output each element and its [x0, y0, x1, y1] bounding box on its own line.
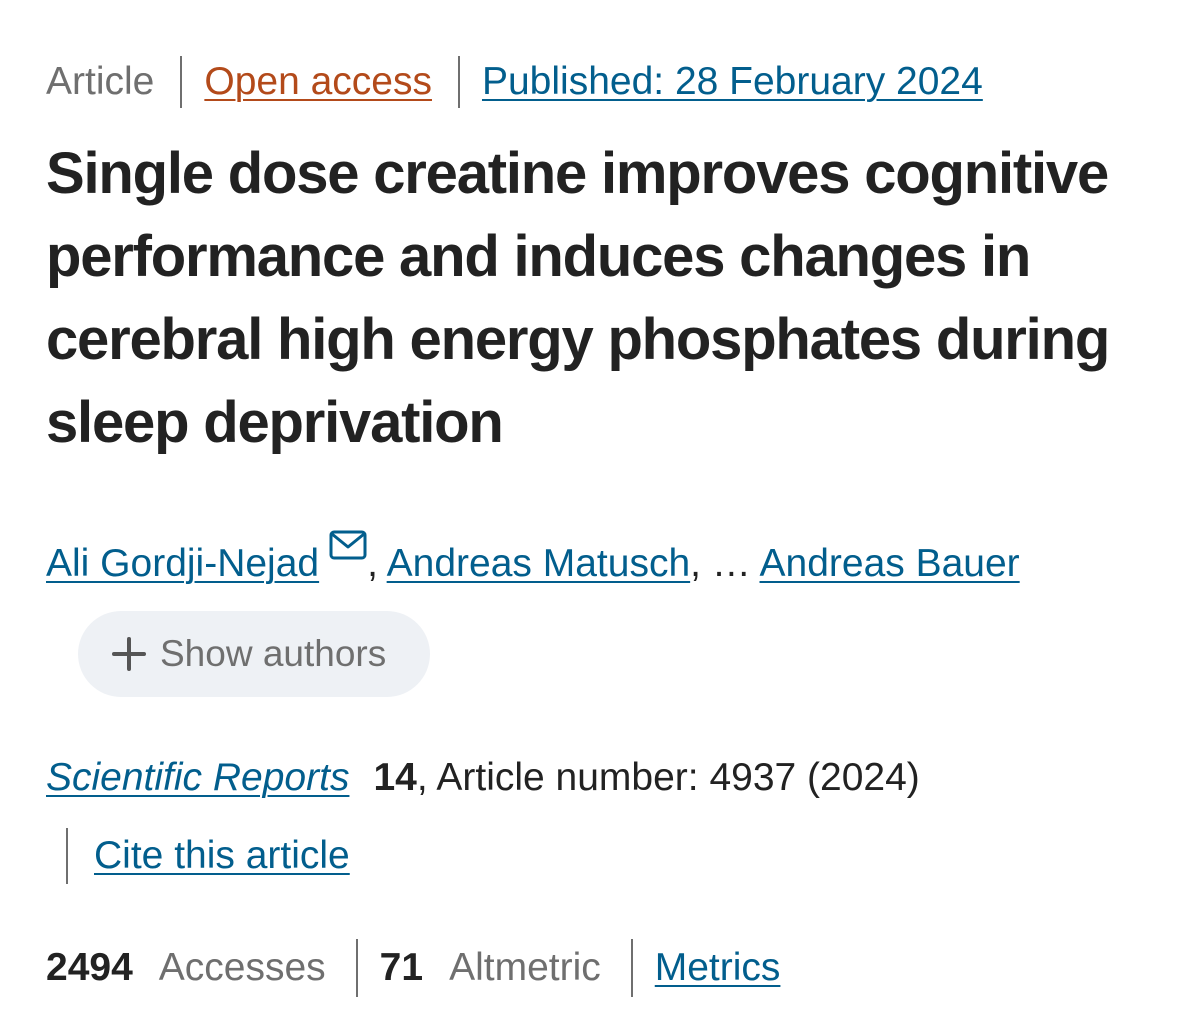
envelope-icon[interactable]: [329, 530, 367, 560]
show-authors-button[interactable]: Show authors: [78, 610, 431, 697]
journal-volume: 14: [373, 756, 417, 799]
article-title: Single dose creatine improves cognitive …: [46, 141, 1110, 455]
author-list: Ali Gordji-Nejad, Andreas Matusch, … And…: [46, 520, 1156, 697]
journal-link[interactable]: Scientific Reports: [46, 756, 350, 799]
open-access-link[interactable]: Open access: [204, 60, 432, 103]
journal-citation-row: Scientific Reports 14, Article number: 49…: [46, 748, 920, 808]
metrics-divider: [355, 939, 358, 997]
article-number-text: , Article number: 4937 (2024): [416, 756, 920, 799]
altmetric-count: 71: [379, 946, 424, 989]
author-ellipsis: …: [711, 542, 751, 585]
plus-icon: [112, 636, 146, 671]
author-link-last[interactable]: Andreas Bauer: [759, 542, 1020, 585]
altmetric-label: Altmetric: [449, 946, 601, 989]
cite-article-link[interactable]: Cite this article: [94, 834, 350, 877]
cite-divider: [66, 828, 68, 884]
author-link-first[interactable]: Ali Gordji-Nejad: [46, 542, 320, 585]
published-date-link[interactable]: Published: 28 February 2024: [481, 60, 983, 103]
author-link-second[interactable]: Andreas Matusch: [386, 542, 691, 585]
metrics-divider: [630, 939, 633, 997]
article-meta-row: Article Open access Published: 28 Februa…: [46, 52, 983, 112]
meta-divider: [457, 56, 460, 108]
accesses-label: Accesses: [158, 946, 326, 989]
cite-row: Cite this article: [66, 826, 350, 886]
meta-divider: [180, 56, 183, 108]
metrics-row: 2494 Accesses 71 Altmetric Metrics: [46, 938, 780, 998]
accesses-count: 2494: [46, 946, 133, 989]
show-authors-label: Show authors: [160, 632, 387, 674]
article-type: Article: [46, 60, 155, 103]
metrics-link[interactable]: Metrics: [654, 946, 781, 989]
